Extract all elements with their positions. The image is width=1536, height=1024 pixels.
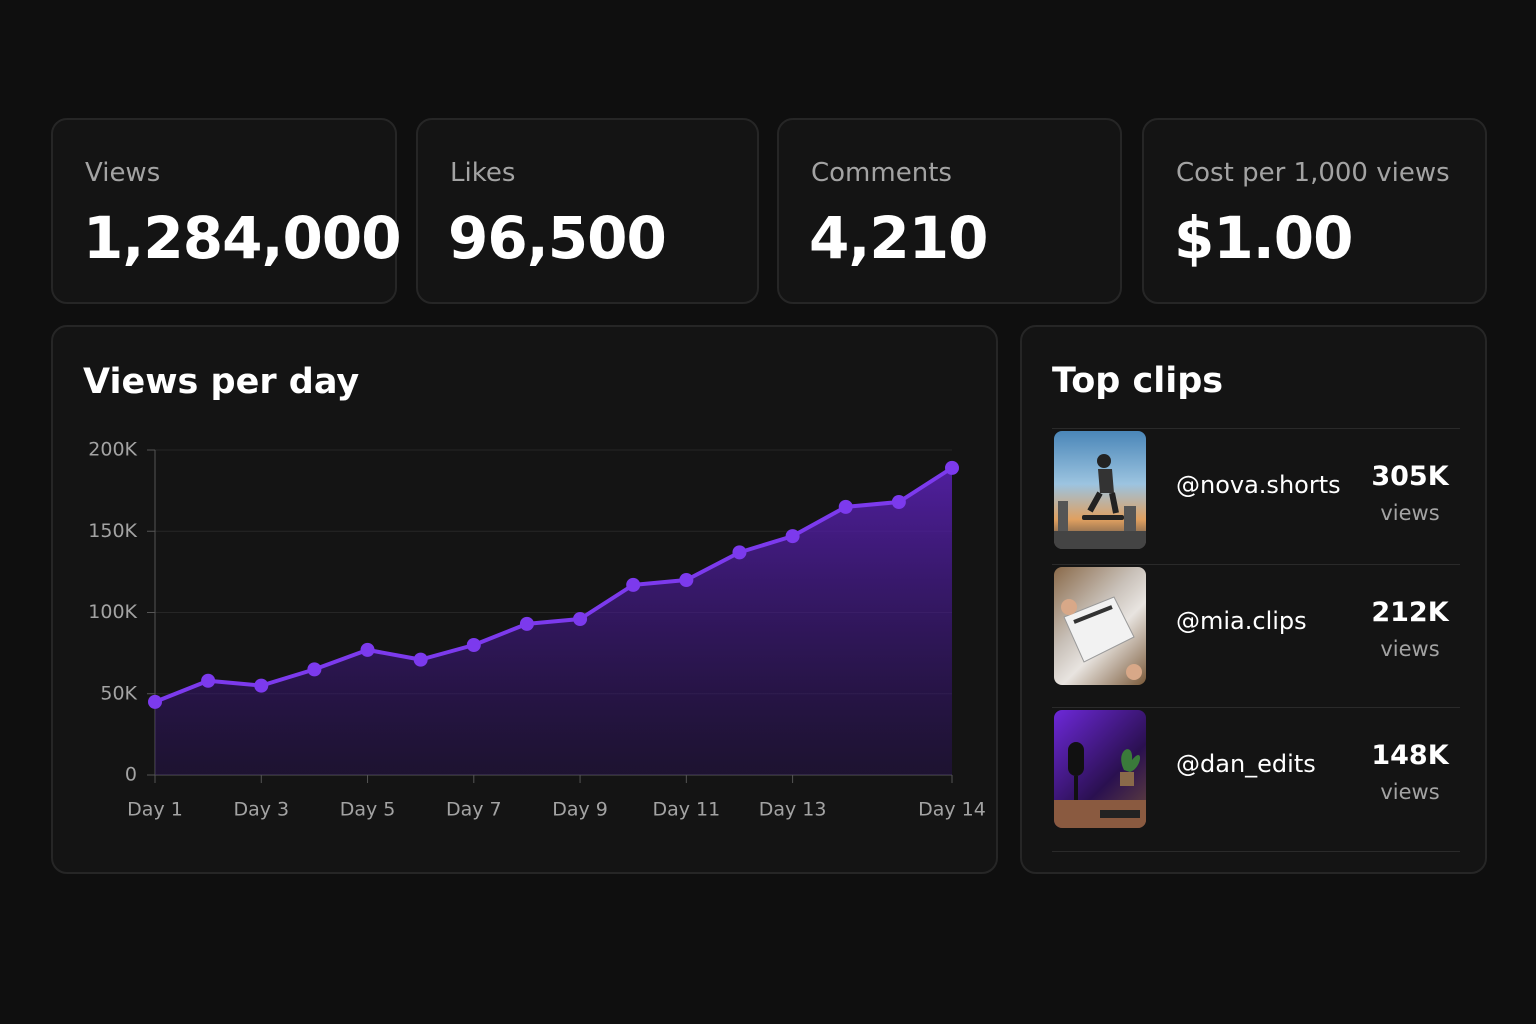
x-tick-label: Day 11 xyxy=(652,799,720,821)
chart: Views per day 0 50K 100K 150K 200K Day 1 Day 3… xyxy=(83,362,986,821)
stat-value: 96,500 xyxy=(448,204,667,272)
panel-title: Top clips xyxy=(1052,361,1224,401)
point xyxy=(573,612,588,626)
clip-thumbnail xyxy=(1054,567,1146,685)
stat-card: Views 1,284,000 xyxy=(51,118,402,304)
divider xyxy=(1052,851,1460,852)
chart-panel: Views per day 0 50K 100K 150K 200K Day 1 Day 3… xyxy=(51,325,998,874)
point xyxy=(201,673,216,688)
thumbnail-art xyxy=(1054,742,1146,828)
point xyxy=(945,460,959,475)
stat-card: Cost per 1,000 views $1.00 xyxy=(1142,118,1487,304)
point xyxy=(148,694,162,709)
clip-views: 305K xyxy=(1371,461,1449,492)
clip-views-unit: views xyxy=(1380,637,1440,661)
point xyxy=(732,545,747,560)
x-tick-label: Day 3 xyxy=(233,799,289,821)
clip-thumbnail xyxy=(1054,431,1146,549)
clip-views-unit: views xyxy=(1380,501,1440,525)
x-tick-label: Day 7 xyxy=(446,799,502,821)
x-tick-label: Day 14 xyxy=(918,799,986,821)
clip-handle: @nova.shorts xyxy=(1176,471,1341,499)
y-tick-label: 50K xyxy=(100,682,137,704)
point xyxy=(891,495,906,509)
x-tick-label: Day 1 xyxy=(127,799,183,821)
stat-label: Cost per 1,000 views xyxy=(1176,158,1450,188)
stat-label: Views xyxy=(85,158,161,188)
point xyxy=(838,499,853,514)
x-tick-label: Day 13 xyxy=(759,799,827,821)
point xyxy=(785,529,800,544)
line xyxy=(154,466,954,704)
point xyxy=(466,638,481,652)
x-tick-label: Day 9 xyxy=(552,799,608,821)
stat-card: Likes 96,500 xyxy=(416,118,759,304)
point xyxy=(254,678,269,693)
clip-row[interactable]: @dan_edits 148K views xyxy=(1052,707,1460,852)
thumbnail-art xyxy=(1061,596,1142,680)
stat-value: $1.00 xyxy=(1174,204,1353,272)
y-tick-label: 200K xyxy=(88,439,137,461)
point xyxy=(413,652,428,667)
clip-row[interactable]: @mia.clips 212K views xyxy=(1052,564,1460,709)
stat-label: Comments xyxy=(811,158,952,188)
point xyxy=(519,616,534,631)
clip-views: 212K xyxy=(1371,597,1449,628)
clip-thumbnail xyxy=(1054,710,1146,828)
clip-views-unit: views xyxy=(1380,780,1440,804)
stat-card: Comments 4,210 xyxy=(777,118,1122,304)
point xyxy=(360,642,375,657)
thumbnail-art xyxy=(1054,454,1146,549)
clip-views: 148K xyxy=(1371,740,1449,771)
stat-label: Likes xyxy=(450,158,516,188)
y-tick-label: 0 xyxy=(125,764,137,786)
point xyxy=(626,577,641,592)
stat-value: 1,284,000 xyxy=(83,204,402,272)
top-clips-panel: Top clips @nova.shorts 305K views @mia.c… xyxy=(1020,325,1487,874)
y-tick-label: 150K xyxy=(88,520,137,542)
clip-row[interactable]: @nova.shorts 305K views xyxy=(1052,428,1460,573)
point xyxy=(307,662,322,677)
clip-handle: @dan_edits xyxy=(1176,750,1316,778)
clip-handle: @mia.clips xyxy=(1176,607,1307,635)
point xyxy=(679,573,694,587)
y-tick-label: 100K xyxy=(88,601,137,623)
chart-title: Views per day xyxy=(83,362,359,402)
x-tick-label: Day 5 xyxy=(340,799,396,821)
stat-value: 4,210 xyxy=(809,204,988,272)
